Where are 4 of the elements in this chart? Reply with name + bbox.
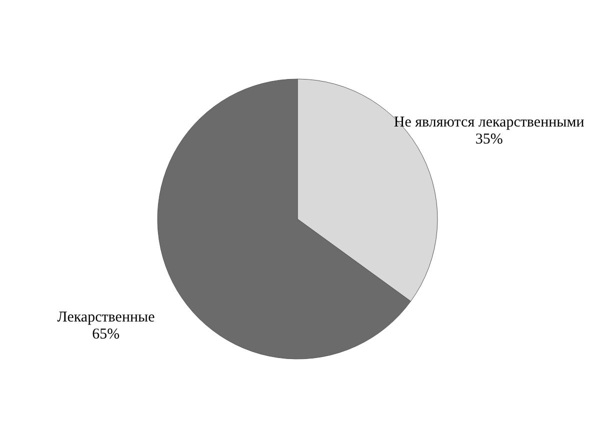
data-label: 35% — [475, 131, 503, 148]
data-label: 65% — [92, 326, 120, 343]
slice-label: Лекарственные — [57, 310, 156, 326]
slice-label: Не являются лекарственными — [394, 114, 584, 130]
